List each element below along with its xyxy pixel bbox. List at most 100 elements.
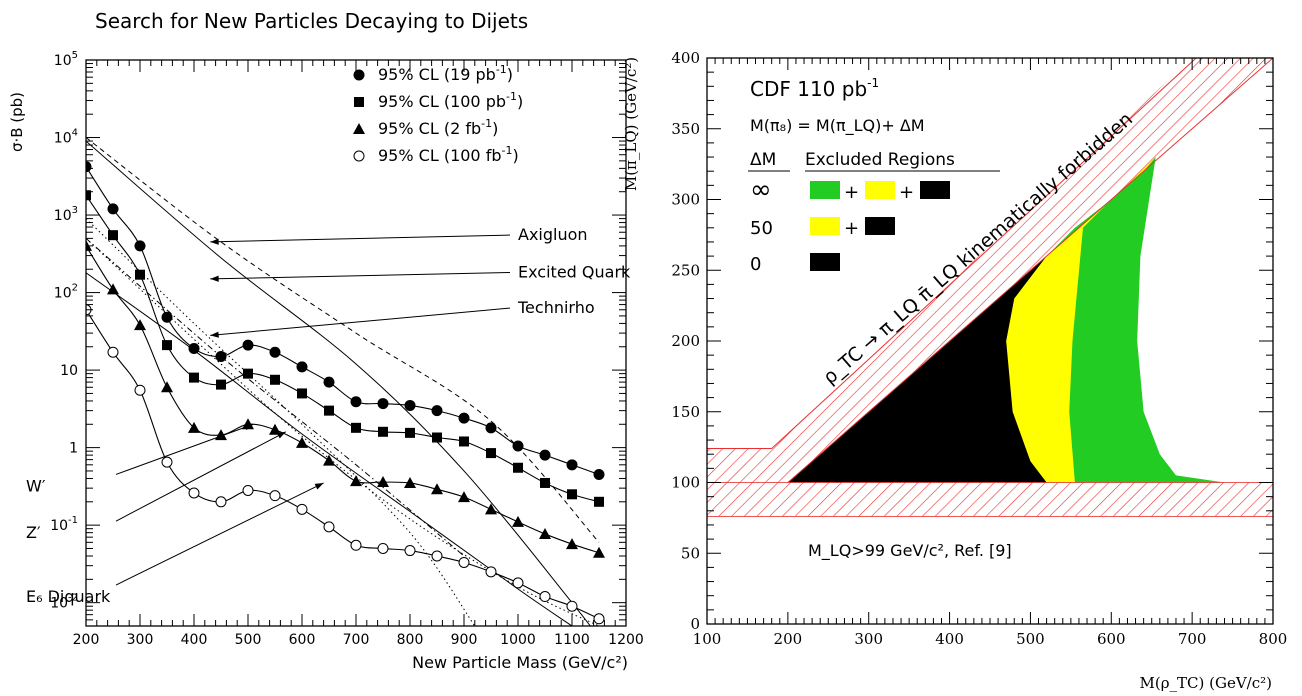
data-point xyxy=(458,556,470,568)
data-point xyxy=(134,384,146,396)
data-point xyxy=(351,422,361,433)
data-point xyxy=(540,477,550,488)
table-plus: + xyxy=(844,218,859,239)
right-x-axis-label: M(ρ_TC) (GeV/c²) xyxy=(1140,674,1273,692)
data-point xyxy=(269,490,281,502)
x-tick-label: 1000 xyxy=(500,632,536,648)
y-tick-label: 105 xyxy=(54,50,78,69)
data-point xyxy=(512,440,524,452)
data-point xyxy=(107,283,119,295)
data-point xyxy=(593,546,605,558)
data-point xyxy=(162,340,172,351)
data-point xyxy=(593,469,605,481)
left-annotations: Axigluon Excited Quark Technirho W′ Z′ E₆ Diq… xyxy=(26,225,631,606)
legend-label: 95% CL (100 fb-1) xyxy=(378,144,519,165)
data-point xyxy=(135,269,145,280)
hatch-band-diagonal xyxy=(707,58,1273,483)
theory-curves xyxy=(86,137,600,626)
table-row-dm: 50 xyxy=(750,218,773,239)
x-tick-label: 400 xyxy=(935,630,964,648)
data-point xyxy=(215,496,227,508)
data-point xyxy=(161,311,173,323)
data-point xyxy=(594,496,604,507)
data-point xyxy=(296,361,308,373)
y-tick-label: 10-1 xyxy=(50,515,78,534)
annotation-arrowhead xyxy=(276,431,286,439)
left-axes: 200 300 400 500 600 700 800 900 1000 1100 1200 10-2… xyxy=(50,50,644,648)
table-row-dm: ∞ xyxy=(750,175,772,205)
legend-marker xyxy=(353,150,365,162)
data-point xyxy=(350,475,362,487)
data-point xyxy=(485,422,497,434)
data-point xyxy=(215,350,227,362)
theory-curve-dotted xyxy=(86,238,600,626)
data-point xyxy=(566,538,578,550)
table-swatch xyxy=(920,181,950,199)
data-point xyxy=(431,550,443,562)
x-tick-label: 300 xyxy=(854,630,883,648)
data-point xyxy=(270,374,280,385)
annotation-arrowhead xyxy=(244,424,254,431)
x-tick-label: 600 xyxy=(1097,630,1126,648)
y-tick-label: 400 xyxy=(671,49,700,67)
data-point xyxy=(242,484,254,496)
annotation-arrow xyxy=(115,431,287,522)
data-point xyxy=(513,462,523,473)
data-point xyxy=(188,421,200,433)
x-tick-label: 1200 xyxy=(608,632,644,648)
data-point xyxy=(377,398,389,410)
x-tick-label: 200 xyxy=(774,630,803,648)
data-point xyxy=(86,161,92,173)
left-y-axis-label: σ·B (pb) xyxy=(8,92,26,152)
annotation-label: W′ xyxy=(26,476,46,495)
x-tick-label: 500 xyxy=(235,632,262,648)
data-point xyxy=(350,539,362,551)
data-point xyxy=(404,399,416,411)
data-point xyxy=(404,476,416,488)
data-point xyxy=(323,454,335,466)
x-tick-label: 600 xyxy=(289,632,316,648)
annotation-arrow xyxy=(210,307,511,336)
series-line xyxy=(86,245,600,554)
data-point xyxy=(161,456,173,468)
data-point xyxy=(323,376,335,388)
annotation-label: E₆ Diquark xyxy=(26,587,111,606)
table-plus: + xyxy=(899,182,914,203)
data-point xyxy=(107,346,119,358)
data-point xyxy=(458,491,470,503)
annotation-arrowhead xyxy=(210,331,219,338)
data-point xyxy=(567,489,577,500)
x-tick-label: 1100 xyxy=(554,632,590,648)
data-point xyxy=(323,521,335,533)
table-swatch xyxy=(810,181,840,199)
y-tick-label: 50 xyxy=(681,544,700,562)
data-point xyxy=(539,527,551,539)
annotation-arrowhead xyxy=(210,238,219,245)
x-tick-label: 700 xyxy=(1178,630,1207,648)
y-tick-label: 104 xyxy=(54,128,78,147)
annotation-arrow xyxy=(210,234,511,243)
cdf-header: CDF 110 pb-1 xyxy=(750,76,879,101)
legend-marker xyxy=(353,69,365,81)
table-swatch xyxy=(865,181,895,199)
y-tick-label: 350 xyxy=(671,120,700,138)
table-swatch xyxy=(810,253,840,271)
right-y-axis-label: M(π_LQ) (GeV/c²) xyxy=(622,57,640,191)
hatch-edge xyxy=(707,58,1197,450)
data-point xyxy=(243,368,253,379)
data-point xyxy=(432,432,442,443)
data-point xyxy=(350,396,362,408)
y-tick-label: 250 xyxy=(671,261,700,279)
formula: M(π₈) = M(π_LQ)+ ΔM xyxy=(750,116,925,136)
annotation-label: Z′ xyxy=(26,523,41,542)
legend-label: 95% CL (2 fb-1) xyxy=(378,117,498,138)
data-point xyxy=(161,381,173,393)
data-point xyxy=(269,346,281,358)
data-point xyxy=(134,319,146,331)
table-plus: + xyxy=(844,182,859,203)
x-tick-label: 800 xyxy=(397,632,424,648)
left-legend: 95% CL (19 pb-1) 95% CL (100 pb-1) 95% CL … xyxy=(353,63,523,165)
data-point xyxy=(216,379,226,390)
y-tick-label: 300 xyxy=(671,191,700,209)
